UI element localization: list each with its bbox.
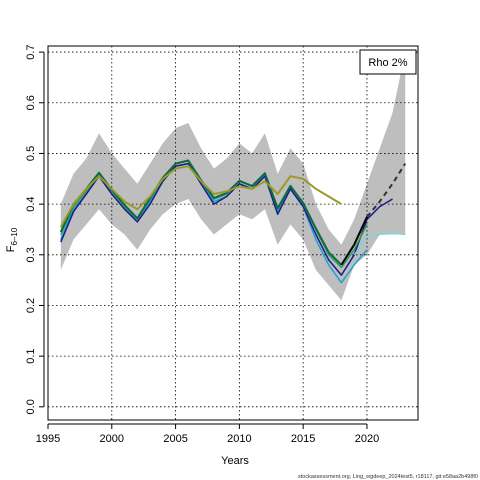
y-tick-label-0.7: 0.7 bbox=[25, 44, 37, 59]
x-tick-label-2015: 2015 bbox=[291, 433, 315, 445]
series-line-5 bbox=[59, 165, 342, 228]
grid-layer bbox=[47, 46, 418, 420]
y-axis-label-text: F6–10 bbox=[5, 227, 19, 252]
x-tick-label-1995: 1995 bbox=[36, 433, 60, 445]
legend: Rho 2% bbox=[359, 49, 417, 75]
y-tick-label-0.2: 0.2 bbox=[25, 298, 37, 313]
footer-credit: stockassessment.org, Ling_wgdeep_2024tes… bbox=[298, 474, 478, 480]
y-tick-label-0.4: 0.4 bbox=[25, 196, 37, 211]
y-axis: 0.0 0.1 0.2 0.3 0.4 0.5 0.6 0.7 bbox=[25, 44, 45, 414]
x-tick-label-2005: 2005 bbox=[163, 433, 187, 445]
y-tick-label-0.1: 0.1 bbox=[25, 348, 37, 363]
x-axis-label: Years bbox=[221, 455, 249, 467]
y-axis-label: F6–10 bbox=[5, 227, 19, 252]
series-line-6 bbox=[353, 232, 406, 256]
series-line-8 bbox=[366, 163, 407, 218]
y-tick-label-0.5: 0.5 bbox=[25, 146, 37, 161]
y-axis-label-main: F bbox=[5, 245, 17, 252]
series-line-7 bbox=[340, 216, 368, 266]
series-line-2 bbox=[60, 162, 393, 276]
confidence-band bbox=[60, 52, 406, 301]
plot-frame bbox=[47, 45, 419, 421]
legend-box bbox=[359, 49, 417, 75]
y-tick-label-0: 0.0 bbox=[25, 399, 37, 414]
x-axis: 1995 2000 2005 2010 2015 2020 bbox=[36, 423, 379, 445]
y-tick-label-0.6: 0.6 bbox=[25, 95, 37, 110]
legend-text: Rho 2% bbox=[368, 57, 407, 69]
y-tick-label-0.3: 0.3 bbox=[25, 247, 37, 262]
x-tick-label-2010: 2010 bbox=[227, 433, 251, 445]
confidence-band-layer bbox=[60, 52, 406, 301]
x-tick-label-2020: 2020 bbox=[355, 433, 379, 445]
x-tick-label-2000: 2000 bbox=[100, 433, 124, 445]
series-layer bbox=[59, 159, 407, 284]
y-axis-label-subscript: 6–10 bbox=[10, 227, 19, 245]
